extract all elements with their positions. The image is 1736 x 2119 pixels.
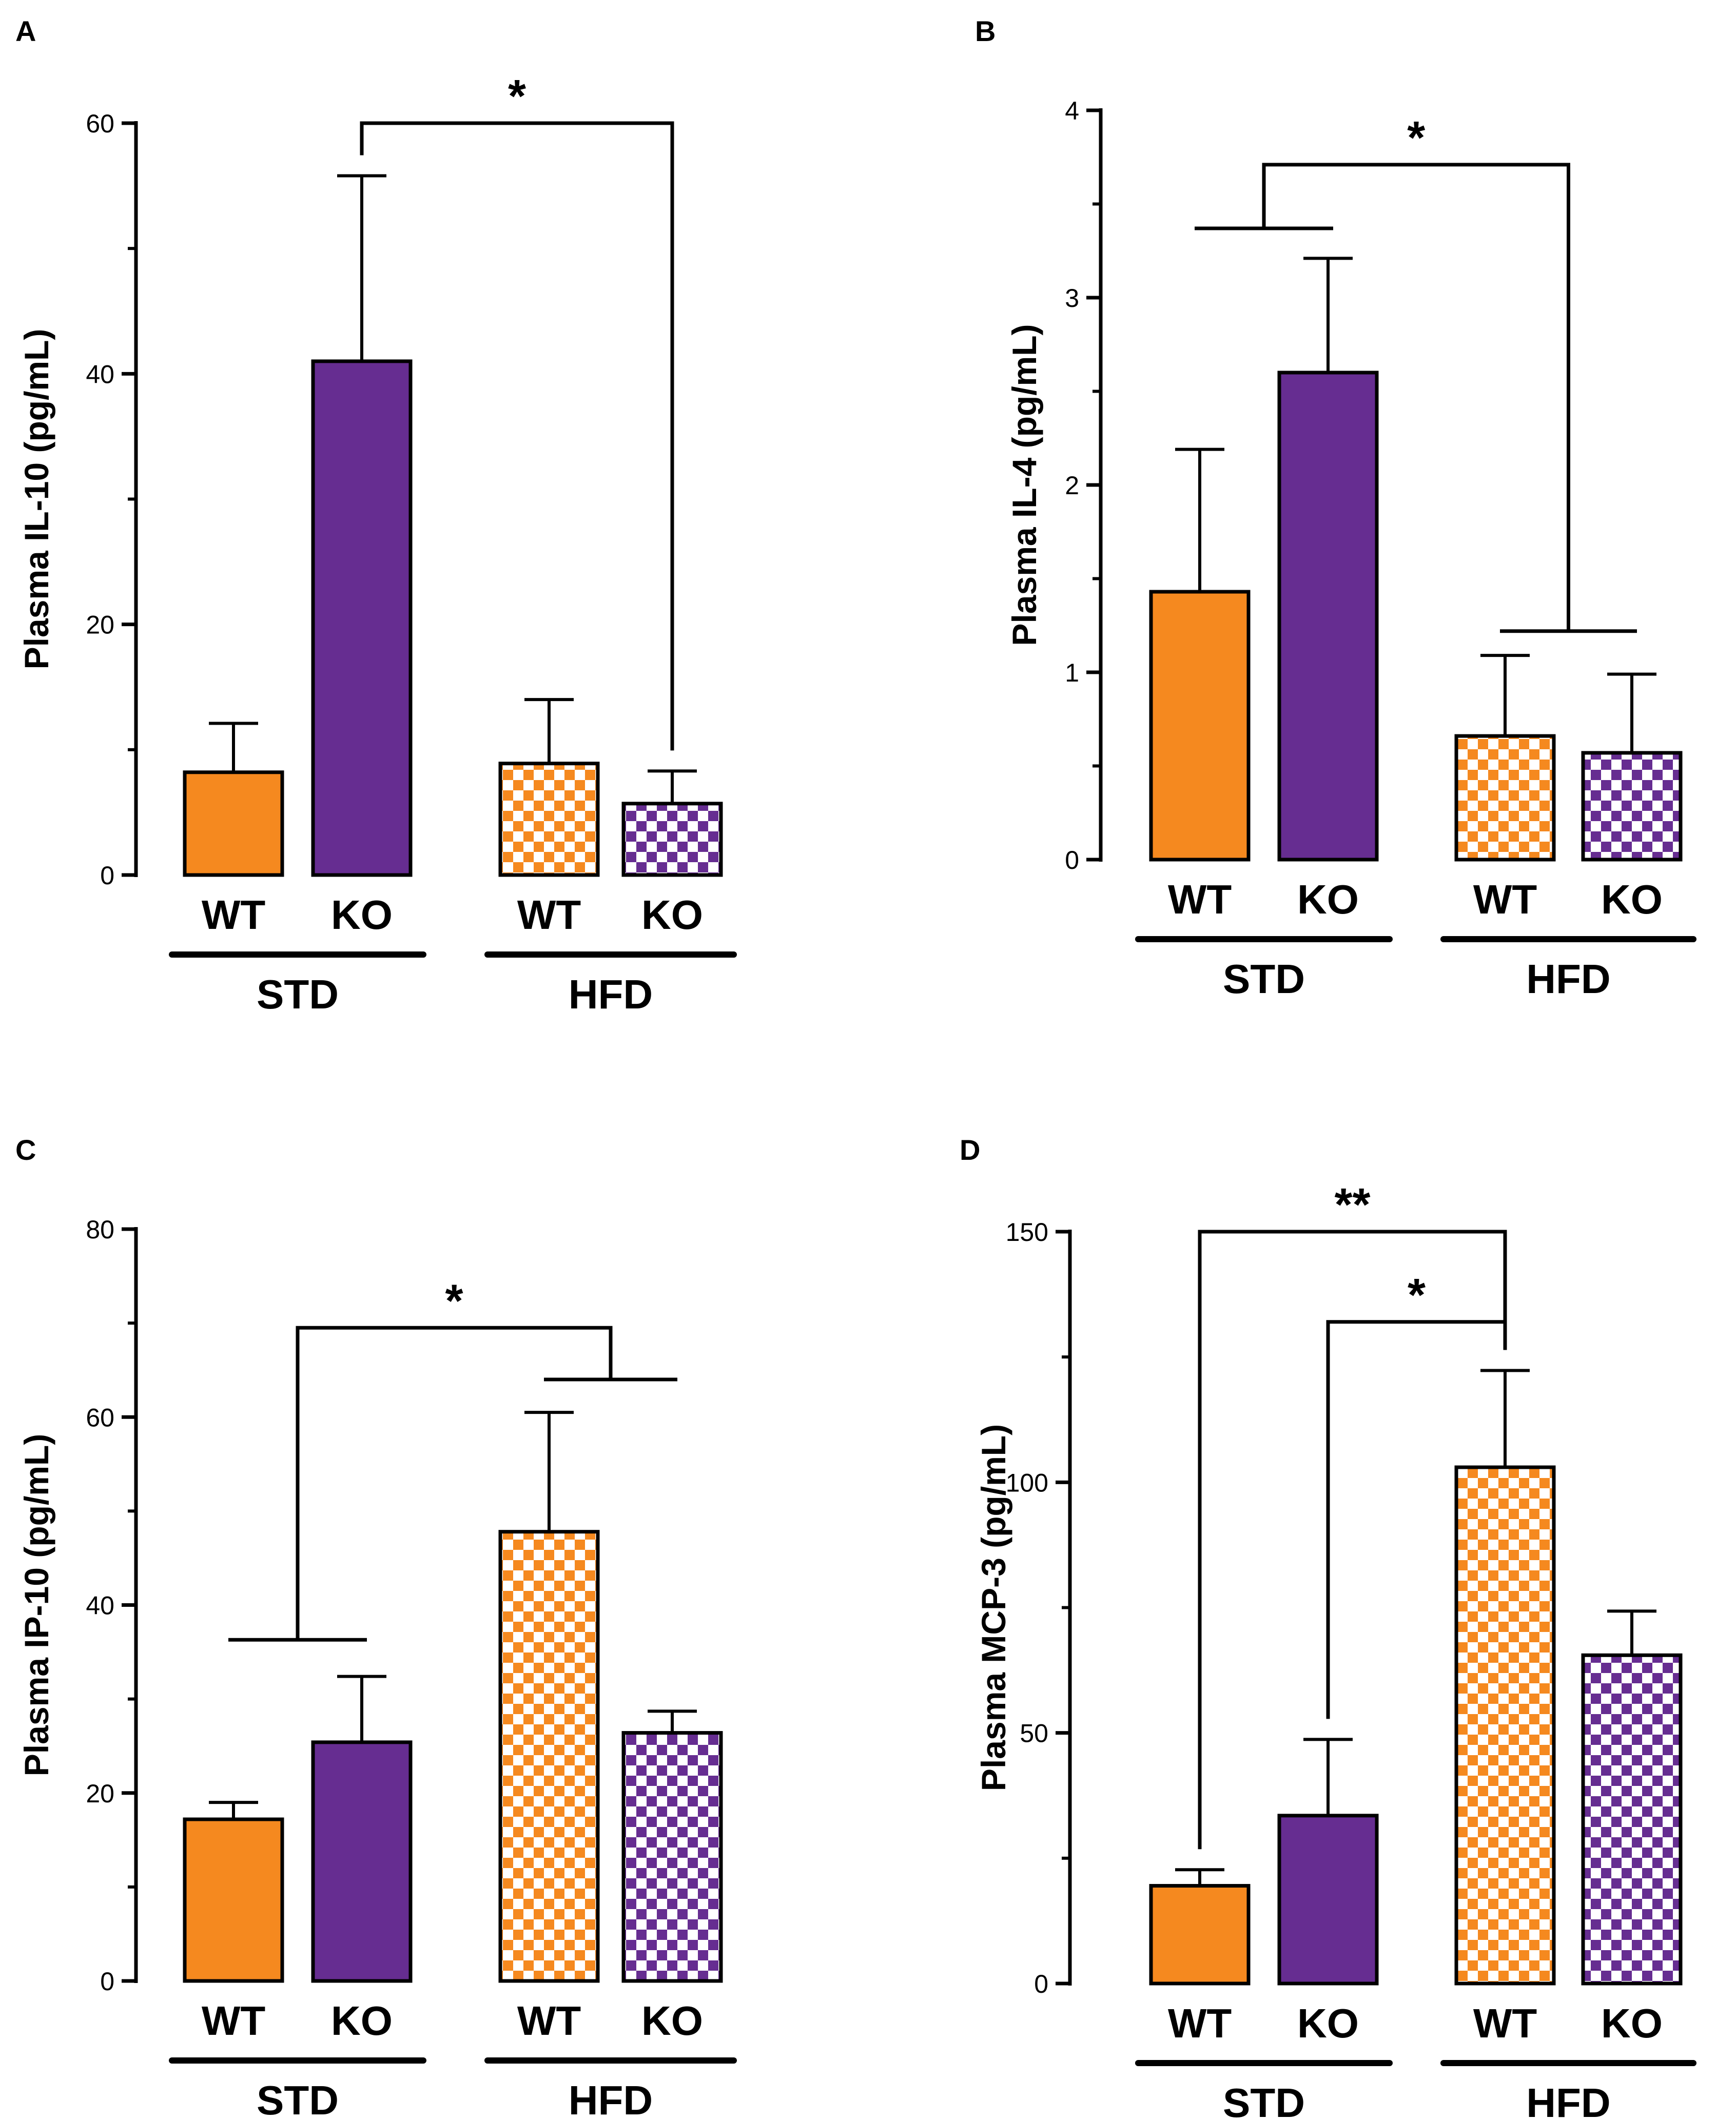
y-tick-label: 40	[86, 1591, 114, 1620]
bar-ko-hfd	[621, 1731, 723, 1983]
y-tick-label: 0	[100, 1967, 114, 1996]
y-tick-label: 2	[1065, 471, 1079, 500]
group-label: HFD	[1526, 956, 1610, 1002]
panel-letter: B	[975, 15, 996, 47]
group-label: HFD	[569, 2077, 653, 2119]
significance-bracket	[1198, 1230, 1507, 1850]
group-label: STD	[1223, 956, 1305, 1002]
y-tick-label: 80	[86, 1215, 114, 1244]
x-category-label: KO	[1297, 877, 1359, 922]
significance-bracket	[360, 121, 674, 751]
panel-letter: C	[15, 1134, 36, 1166]
significance-bracket	[296, 1326, 613, 1640]
y-tick-label: 40	[86, 360, 114, 388]
bar-wt-hfd	[1454, 734, 1556, 862]
bar-ko-std	[1277, 371, 1379, 862]
group-label: STD	[257, 2077, 339, 2119]
x-category-label: WT	[202, 892, 266, 938]
bar-wt-hfd	[498, 1530, 600, 1983]
y-tick-label: 0	[1065, 846, 1079, 874]
y-tick-label: 4	[1065, 96, 1079, 125]
significance-star: **	[1334, 1179, 1370, 1231]
bar-ko-std	[1277, 1814, 1379, 1986]
bar-wt-std	[1149, 590, 1251, 862]
y-axis-label: Plasma IL-10 (pg/mL)	[17, 329, 55, 670]
y-tick-label: 0	[100, 861, 114, 890]
bar-wt-std	[1149, 1884, 1251, 1986]
panel-letter: A	[15, 15, 36, 47]
y-tick-label: 100	[1006, 1468, 1048, 1497]
bar-ko-std	[311, 1740, 413, 1983]
panel-b: B 0 1 2 3 4 Plasma IL-4 (pg/mL) WT KO WT KO STD HFD…	[975, 15, 1696, 1002]
group-label: STD	[1223, 2080, 1305, 2119]
y-tick-label: 1	[1065, 658, 1079, 687]
panel-a: A 0 20 40 60 Plasma IL-10 (pg/mL) WT KO WT KO STD…	[15, 15, 737, 1017]
x-category-label: WT	[1168, 877, 1232, 922]
bar-ko-hfd	[1581, 751, 1683, 862]
significance-star: *	[1408, 1270, 1426, 1321]
y-axis-label: Plasma IL-4 (pg/mL)	[1005, 324, 1043, 646]
x-category-label: KO	[331, 892, 393, 938]
bar-ko-hfd	[1581, 1653, 1683, 1986]
y-tick-label: 20	[86, 1779, 114, 1808]
x-category-label: KO	[1601, 877, 1663, 922]
significance-bracket	[1262, 163, 1570, 631]
x-category-label: KO	[331, 1998, 393, 2044]
x-category-label: WT	[1473, 2000, 1537, 2046]
y-tick-label: 50	[1020, 1719, 1048, 1748]
bar-wt-hfd	[498, 762, 600, 877]
panel-letter: D	[960, 1134, 980, 1166]
x-category-label: WT	[517, 1998, 581, 2044]
bar-wt-hfd	[1454, 1465, 1556, 1986]
group-label: HFD	[569, 971, 653, 1017]
bar-ko-hfd	[621, 802, 723, 877]
y-tick-label: 20	[86, 611, 114, 639]
x-category-label: WT	[202, 1998, 266, 2044]
significance-star: *	[1407, 112, 1425, 164]
x-category-label: KO	[1297, 2000, 1359, 2046]
group-label: HFD	[1526, 2080, 1610, 2119]
y-tick-label: 60	[86, 1403, 114, 1432]
significance-star: *	[445, 1275, 463, 1327]
y-tick-label: 3	[1065, 284, 1079, 313]
y-tick-label: 60	[86, 109, 114, 138]
panel-c: C 0 20 40 60 80 Plasma IP-10 (pg/mL) WT KO WT KO S…	[15, 1134, 737, 2119]
x-category-label: KO	[1601, 2000, 1663, 2046]
bar-wt-std	[183, 1817, 284, 1983]
x-category-label: KO	[641, 1998, 703, 2044]
significance-bracket	[1326, 1320, 1507, 1719]
group-label: STD	[257, 971, 339, 1017]
y-tick-label: 150	[1006, 1218, 1048, 1247]
bar-wt-std	[183, 770, 284, 877]
significance-star: *	[508, 71, 526, 122]
bar-ko-std	[311, 359, 413, 877]
x-category-label: WT	[1168, 2000, 1232, 2046]
x-category-label: WT	[1473, 877, 1537, 922]
y-axis-label: Plasma IP-10 (pg/mL)	[17, 1434, 55, 1777]
y-axis-label: Plasma MCP-3 (pg/mL)	[974, 1424, 1012, 1791]
x-category-label: KO	[641, 892, 703, 938]
x-category-label: WT	[517, 892, 581, 938]
panel-d: D 0 50 100 150 Plasma MCP-3 (pg/mL) WT KO WT KO S…	[960, 1134, 1696, 2119]
y-tick-label: 0	[1034, 1970, 1048, 1998]
